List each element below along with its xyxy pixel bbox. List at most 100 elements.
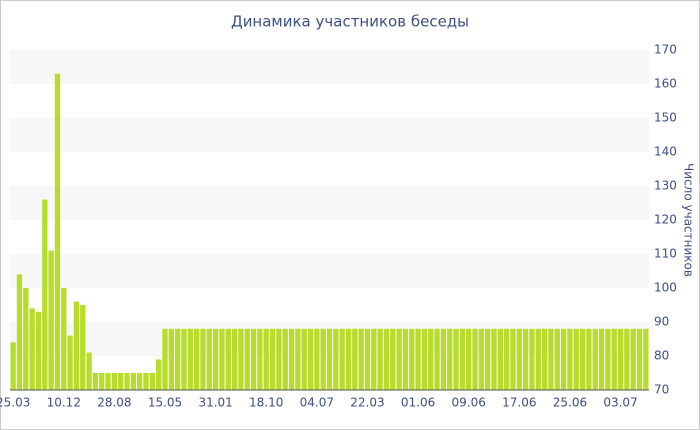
- bar: [605, 328, 611, 390]
- bar: [535, 328, 541, 390]
- bar: [611, 328, 617, 390]
- bar: [206, 328, 212, 390]
- bar: [554, 328, 560, 390]
- bar: [48, 250, 54, 390]
- y-tick-label: 160: [654, 77, 677, 91]
- bar: [314, 328, 320, 390]
- bar: [269, 328, 276, 390]
- y-axis-label: Число участников: [682, 163, 696, 277]
- bar: [200, 328, 206, 390]
- bar: [466, 328, 472, 390]
- bar: [143, 373, 149, 390]
- bar: [307, 328, 314, 390]
- bar: [345, 328, 352, 390]
- x-tick-label: 25.06: [553, 396, 587, 410]
- grid-band: [10, 186, 649, 220]
- x-tick-label: 18.10: [249, 396, 283, 410]
- bar: [617, 328, 624, 390]
- bar: [447, 328, 453, 390]
- bar: [130, 373, 137, 390]
- bar: [485, 328, 491, 390]
- bar: [516, 328, 522, 390]
- y-tick-label: 140: [654, 145, 677, 159]
- bar: [491, 328, 497, 390]
- bar: [358, 328, 364, 390]
- bar: [276, 328, 282, 390]
- bar: [250, 328, 257, 390]
- bar: [92, 373, 99, 390]
- bar: [263, 328, 269, 390]
- bar: [257, 328, 263, 390]
- bar: [478, 328, 484, 390]
- x-tick-label: 28.08: [97, 396, 131, 410]
- bar: [415, 328, 421, 390]
- bar: [390, 328, 396, 390]
- bar: [364, 328, 371, 390]
- bar: [592, 328, 598, 390]
- bar: [238, 328, 244, 390]
- x-tick-label: 17.06: [502, 396, 536, 410]
- y-tick-label: 100: [654, 281, 677, 295]
- bar: [371, 328, 377, 390]
- bar: [579, 328, 586, 390]
- bar: [29, 308, 35, 390]
- bar: [573, 328, 579, 390]
- bar: [67, 335, 73, 390]
- y-tick-label: 80: [654, 349, 669, 363]
- bar: [124, 373, 130, 390]
- x-tick-label: 22.03: [350, 396, 384, 410]
- bar: [383, 328, 390, 390]
- y-tick-label: 110: [654, 247, 677, 261]
- x-tick-label: 01.06: [401, 396, 435, 410]
- bar: [219, 328, 225, 390]
- x-tick-label: 15.05: [148, 396, 182, 410]
- bar: [295, 328, 301, 390]
- bar: [440, 328, 447, 390]
- bar: [548, 328, 554, 390]
- bar: [35, 311, 42, 390]
- bar: [434, 328, 440, 390]
- grid-band: [10, 50, 649, 84]
- chart-title: Динамика участников беседы: [231, 13, 469, 31]
- y-tick-label: 70: [654, 383, 669, 397]
- grid-band: [10, 118, 649, 152]
- bar: [99, 373, 105, 390]
- bar: [560, 328, 567, 390]
- x-tick-label: 25.03: [0, 396, 30, 410]
- bar: [137, 373, 143, 390]
- bar: [320, 328, 326, 390]
- bar: [168, 328, 174, 390]
- bar: [522, 328, 529, 390]
- bar: [624, 328, 630, 390]
- bar: [288, 328, 295, 390]
- y-tick-label: 90: [654, 315, 669, 329]
- bar: [16, 274, 23, 390]
- bar: [598, 328, 605, 390]
- y-tick-label: 130: [654, 179, 677, 193]
- y-tick-label: 170: [654, 43, 677, 57]
- bar: [231, 328, 238, 390]
- bar: [396, 328, 402, 390]
- bar: [428, 328, 434, 390]
- x-tick-label: 04.07: [300, 396, 334, 410]
- bar: [156, 359, 162, 390]
- bar: [459, 328, 466, 390]
- bar: [377, 328, 383, 390]
- bar: [111, 373, 118, 390]
- bar: [282, 328, 288, 390]
- bar: [42, 199, 48, 390]
- bar: [244, 328, 250, 390]
- y-tick-label: 120: [654, 213, 677, 227]
- bar: [61, 288, 67, 390]
- bar: [175, 328, 181, 390]
- x-tick-label: 10.12: [47, 396, 81, 410]
- bar: [453, 328, 459, 390]
- bar: [118, 373, 124, 390]
- bar: [193, 328, 200, 390]
- bar: [181, 328, 187, 390]
- x-tick-label: 31.01: [198, 396, 232, 410]
- bar: [510, 328, 516, 390]
- bar: [567, 328, 573, 390]
- bar: [497, 328, 503, 390]
- bar: [421, 328, 428, 390]
